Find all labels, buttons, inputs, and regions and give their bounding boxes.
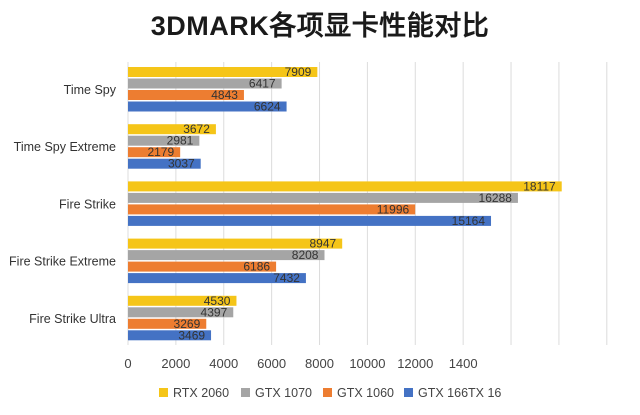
bar <box>128 273 306 284</box>
data-label: 3672 <box>183 122 210 136</box>
category-label: Fire Strike Extreme <box>9 255 116 269</box>
data-label: 7432 <box>273 271 300 285</box>
bar <box>128 250 325 261</box>
x-tick-label: 8000 <box>305 356 334 371</box>
bar <box>128 158 201 169</box>
bar <box>128 135 200 146</box>
legend-swatch <box>241 388 250 397</box>
data-label: 3037 <box>168 157 195 171</box>
x-tick-label: 0 <box>124 356 131 371</box>
data-label: 3269 <box>174 317 201 331</box>
category-labels: Time Spy Time Spy Extreme Fire Strike Fire … <box>9 83 117 326</box>
bar <box>128 261 277 272</box>
data-label: 8208 <box>292 248 319 262</box>
bar <box>128 101 287 112</box>
bar <box>128 147 181 158</box>
legend-swatch <box>159 388 168 397</box>
x-tick-label: 6000 <box>257 356 286 371</box>
x-tick-label: 2000 <box>161 356 190 371</box>
legend-swatch <box>323 388 332 397</box>
category-label: Fire Strike Ultra <box>29 312 116 326</box>
category-label: Time Spy Extreme <box>14 140 116 154</box>
data-label: 6624 <box>254 100 281 114</box>
bar <box>128 238 343 249</box>
bar <box>128 295 237 306</box>
data-label: 18117 <box>523 179 556 193</box>
bar <box>128 318 207 329</box>
x-tick-label: 4000 <box>209 356 238 371</box>
bar <box>128 330 212 341</box>
bar <box>128 90 244 100</box>
x-tick-label: 12000 <box>397 356 433 371</box>
legend-label: GTX 1070 <box>255 386 312 400</box>
data-label: 11996 <box>377 202 410 216</box>
legend: RTX 2060 GTX 1070 GTX 1060 GTX 166ΤΧ 16 <box>159 386 501 400</box>
data-label: 6186 <box>243 260 270 274</box>
data-label: 4397 <box>201 305 228 319</box>
legend-swatch <box>404 388 413 397</box>
bars <box>128 67 562 341</box>
bar <box>128 78 282 89</box>
data-label: 8947 <box>309 237 336 251</box>
data-label: 2179 <box>147 145 174 159</box>
bar <box>128 204 416 215</box>
bar <box>128 307 234 318</box>
data-label: 7909 <box>285 65 312 79</box>
data-label: 6417 <box>249 77 276 91</box>
data-label: 3469 <box>178 328 205 342</box>
data-label: 4843 <box>211 88 238 102</box>
x-tick-label: 1400 <box>449 356 478 371</box>
legend-label: GTX 166ΤΧ 16 <box>418 386 501 400</box>
legend-label: GTX 1060 <box>337 386 394 400</box>
category-label: Fire Strike <box>59 197 116 211</box>
data-label: 15164 <box>452 214 486 228</box>
x-axis-ticks: 0 2000 4000 6000 8000 10000 12000 1400 <box>124 356 477 371</box>
category-label: Time Spy <box>64 83 117 97</box>
data-label: 16288 <box>479 191 513 205</box>
bar <box>128 124 216 135</box>
bar <box>128 215 492 226</box>
x-tick-label: 10000 <box>349 356 385 371</box>
bar <box>128 192 518 203</box>
data-label: 2981 <box>167 134 194 148</box>
data-label: 4530 <box>204 294 231 308</box>
chart-title: 3DMARK各项显卡性能对比 <box>150 11 490 41</box>
bar <box>128 181 562 192</box>
bar <box>128 67 318 77</box>
legend-label: RTX 2060 <box>173 386 229 400</box>
